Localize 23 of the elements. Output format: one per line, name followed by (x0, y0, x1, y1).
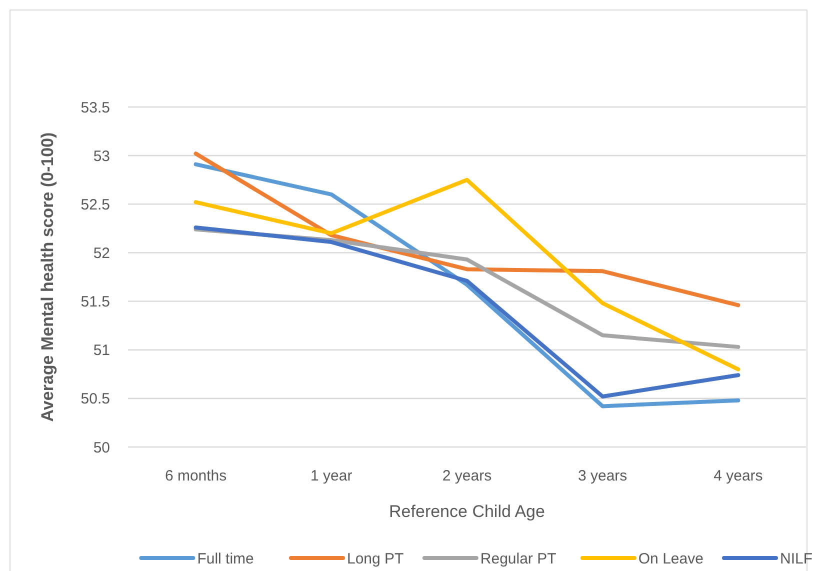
y-tick-label: 50.5 (80, 390, 110, 408)
y-tick-label: 52.5 (80, 196, 110, 214)
line-series (194, 225, 740, 398)
x-tick-label: 1 year (310, 467, 352, 484)
legend-label: On Leave (638, 550, 704, 568)
y-tick-label: 52 (93, 244, 110, 262)
x-tick-label: 2 years (442, 467, 492, 484)
legend-label: Regular PT (480, 550, 556, 568)
x-tick-label: 3 years (578, 467, 628, 484)
y-tick-label: 51.5 (80, 294, 110, 311)
line-series (194, 178, 740, 372)
y-tick-label: 51 (93, 342, 110, 360)
x-tick-label: 6 months (164, 467, 227, 484)
line-series (194, 162, 740, 408)
y-tick-label: 53.5 (80, 99, 110, 116)
legend-label: Full time (197, 550, 254, 568)
y-tick-label: 50 (93, 439, 110, 456)
x-axis-title: Reference Child Age (389, 502, 545, 521)
legend-label: NILF (780, 550, 813, 568)
x-tick-label: 4 years (714, 467, 763, 484)
y-axis-title: Average Mental health score (0-100) (38, 132, 57, 422)
y-tick-label: 53 (93, 148, 110, 165)
legend-label: Long PT (347, 550, 404, 568)
